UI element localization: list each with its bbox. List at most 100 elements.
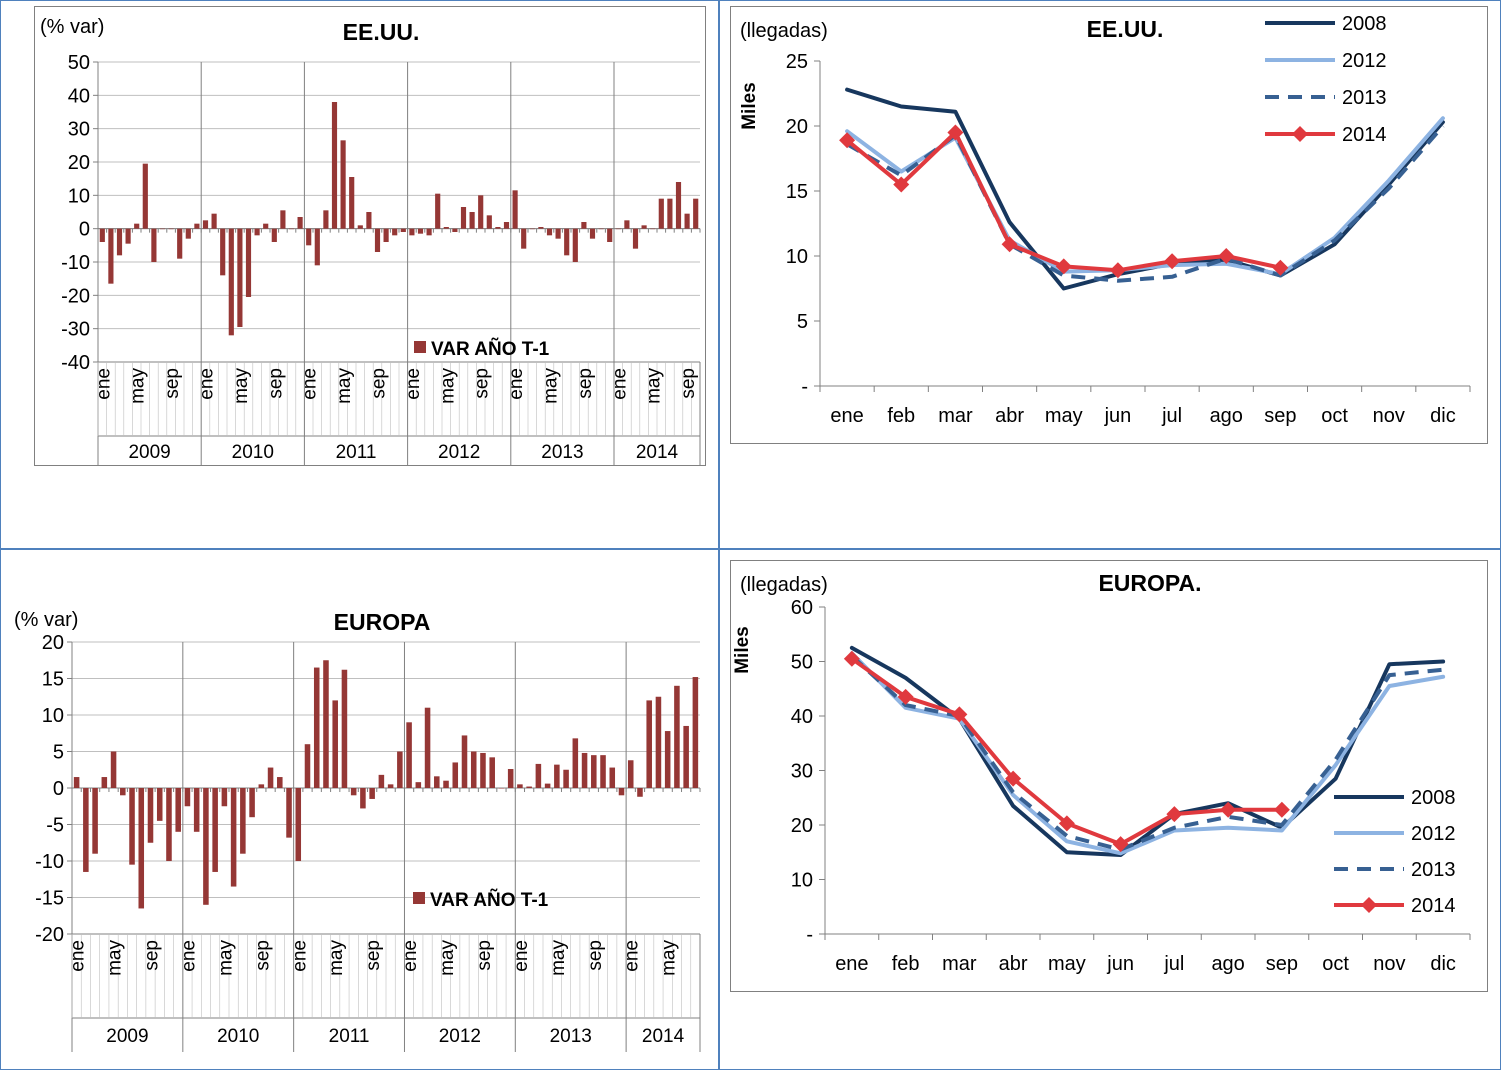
x-tick-label: abr (999, 953, 1028, 975)
x-tick-label: nov (1373, 953, 1405, 975)
bar (572, 738, 579, 788)
series-marker-2014 (1001, 236, 1018, 253)
series-marker-2014 (1112, 836, 1129, 853)
x-tick-label: ago (1210, 405, 1243, 427)
bar (521, 228, 527, 249)
series-line-2013 (850, 654, 1444, 852)
bar (615, 228, 621, 230)
bar (461, 735, 468, 788)
bar (286, 788, 292, 838)
month-label: ene (93, 368, 114, 400)
y-axis-label: Miles (739, 82, 760, 130)
month-label: sep (369, 368, 390, 399)
bar (564, 228, 570, 256)
x-tick-label: may (1045, 405, 1083, 427)
bar (151, 228, 157, 262)
x-tick-label: mar (942, 953, 977, 975)
year-label: 2014 (642, 1026, 685, 1047)
bar (340, 140, 346, 229)
bar (230, 788, 237, 887)
bar (529, 228, 535, 230)
bar (202, 220, 209, 229)
x-tick-label: jul (1163, 953, 1184, 975)
bar (426, 228, 432, 236)
series-line-2012 (849, 651, 1446, 856)
layout-divider-horizontal (0, 548, 1501, 550)
bar (641, 225, 647, 229)
bar (650, 228, 656, 230)
bar (581, 752, 588, 788)
bar (350, 788, 357, 796)
series-marker-2014 (893, 176, 910, 193)
bar (486, 215, 492, 229)
bar (526, 786, 532, 788)
bar (589, 228, 596, 239)
chart-svg: 60 50 40 30 20 10 -ene feb mar abr may jun jul ago sep… (730, 560, 1488, 992)
x-tick-label: sep (1264, 405, 1296, 427)
bar (600, 755, 606, 788)
bar (591, 755, 597, 788)
bar (331, 102, 338, 229)
month-label: sep (142, 940, 163, 971)
series-marker-2014 (1055, 258, 1072, 275)
legend-label: VAR AÑO T-1 (430, 889, 549, 911)
y-tick-label: -20 (35, 924, 64, 946)
bar (249, 788, 255, 818)
bar (607, 228, 613, 242)
month-label: may (105, 940, 126, 976)
month-label: ene (178, 940, 199, 972)
month-label: ene (622, 940, 643, 972)
bar (142, 163, 148, 229)
bar (263, 223, 269, 229)
layout-divider-vertical (718, 0, 720, 1070)
month-label: may (659, 940, 680, 976)
bar (538, 227, 544, 229)
bar (129, 788, 135, 865)
month-label: sep (678, 368, 699, 399)
bar (120, 788, 126, 796)
x-tick-label: dic (1430, 405, 1456, 427)
x-tick-label: feb (892, 953, 920, 975)
y-tick-label: -10 (35, 851, 64, 873)
series-marker-2014 (1218, 248, 1235, 264)
legend-label: 2014 (1342, 124, 1387, 146)
bar (478, 195, 484, 229)
bar (452, 762, 459, 788)
bar (409, 228, 415, 236)
bar (443, 780, 449, 788)
x-tick-label: abr (995, 405, 1024, 427)
month-label: ene (506, 368, 527, 400)
month-label: may (437, 368, 458, 404)
month-label: ene (400, 940, 421, 972)
chart-title: EUROPA. (1098, 570, 1201, 596)
bar (544, 783, 551, 788)
year-label: 2010 (232, 442, 274, 463)
chart-title: EE.UU. (343, 19, 420, 45)
chart-frame (34, 6, 706, 466)
bar (563, 769, 569, 788)
x-tick-label: feb (887, 405, 915, 427)
y-tick-label: 50 (68, 52, 90, 74)
series-marker-2014 (1005, 770, 1022, 787)
bar (460, 207, 467, 229)
y-tick-label: 10 (786, 246, 808, 268)
bar (406, 722, 412, 788)
series-marker-2014 (1220, 801, 1237, 818)
bar (452, 228, 458, 232)
x-tick-label: ene (835, 953, 868, 975)
bar (366, 212, 372, 229)
chart-svg: 25 20 15 10 5 -ene feb mar abr may jun jul ago sep oct… (730, 6, 1488, 444)
bar (101, 777, 108, 788)
year-label: 2009 (128, 442, 170, 463)
bar (383, 228, 389, 242)
series-marker-2014 (839, 132, 856, 149)
bar (134, 223, 140, 229)
y-tick-label: 30 (68, 119, 90, 141)
legend-label: 2013 (1411, 859, 1456, 881)
month-label: may (548, 940, 569, 976)
legend-label: 2012 (1411, 823, 1456, 845)
bar (417, 228, 424, 234)
chart-frame (730, 6, 1488, 444)
y-unit-label: (% var) (14, 609, 78, 631)
